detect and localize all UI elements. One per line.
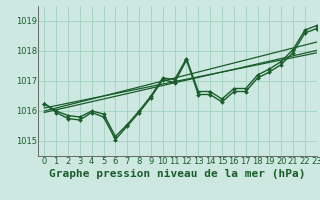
X-axis label: Graphe pression niveau de la mer (hPa): Graphe pression niveau de la mer (hPa) (49, 169, 306, 179)
